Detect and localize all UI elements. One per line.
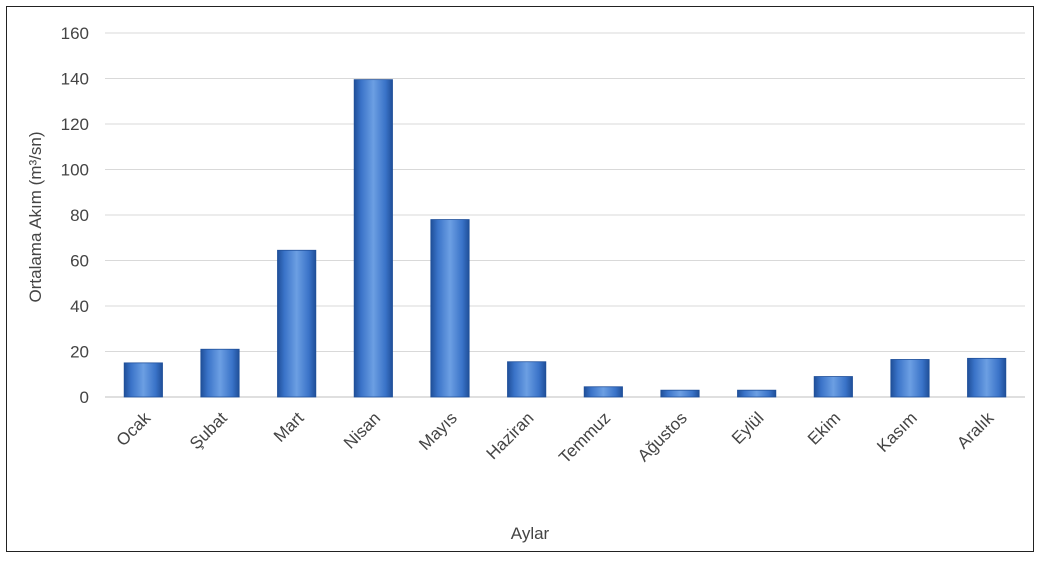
y-tick-label: 0	[80, 388, 89, 407]
bar-5	[507, 361, 547, 398]
y-tick-label: 160	[61, 24, 89, 43]
x-tick-label: Haziran	[483, 408, 538, 463]
bar-11	[967, 357, 1007, 398]
bar-9	[813, 376, 853, 398]
bar-1	[200, 348, 240, 398]
x-tick-label: Mart	[270, 408, 308, 446]
bar-4	[430, 219, 470, 398]
x-axis-title: Aylar	[511, 524, 550, 543]
y-tick-label: 120	[61, 115, 89, 134]
bar-8	[737, 389, 777, 398]
x-tick-label: Temmuz	[555, 408, 614, 467]
chart-frame: 0 20 40 60 80 100 120 140 160 Ocak Şubat Mart Nisan…	[6, 6, 1034, 552]
x-tick-label: Mayıs	[415, 408, 460, 453]
x-tick-label: Ocak	[113, 408, 155, 450]
y-tick-label: 100	[61, 161, 89, 180]
x-tick-label: Aralık	[953, 408, 998, 453]
bar-chart: 0 20 40 60 80 100 120 140 160 Ocak Şubat Mart Nisan…	[26, 24, 1025, 543]
gridlines	[105, 32, 1025, 398]
bar-7	[660, 389, 700, 398]
y-tick-label: 20	[70, 343, 89, 362]
bar-6	[583, 386, 623, 398]
bars	[123, 79, 1007, 398]
x-tick-label: Ağustos	[634, 408, 691, 465]
x-tick-label: Eylül	[728, 408, 767, 447]
bar-3	[353, 79, 393, 398]
y-axis-title: Ortalama Akım (m³/sn)	[26, 132, 45, 303]
y-tick-label: 140	[61, 70, 89, 89]
bar-2	[277, 249, 317, 398]
x-tick-label: Şubat	[186, 408, 231, 453]
x-tick-labels: Ocak Şubat Mart Nisan Mayıs Haziran Temmuz Ağus…	[113, 408, 998, 467]
x-tick-label: Ekim	[804, 408, 844, 448]
x-tick-label: Kasım	[873, 408, 921, 456]
bar-0	[123, 362, 163, 398]
y-tick-label: 40	[70, 297, 89, 316]
bar-10	[890, 359, 930, 398]
y-tick-label: 80	[70, 206, 89, 225]
x-tick-label: Nisan	[340, 408, 384, 452]
y-tick-labels: 0 20 40 60 80 100 120 140 160	[61, 24, 89, 407]
y-tick-label: 60	[70, 252, 89, 271]
